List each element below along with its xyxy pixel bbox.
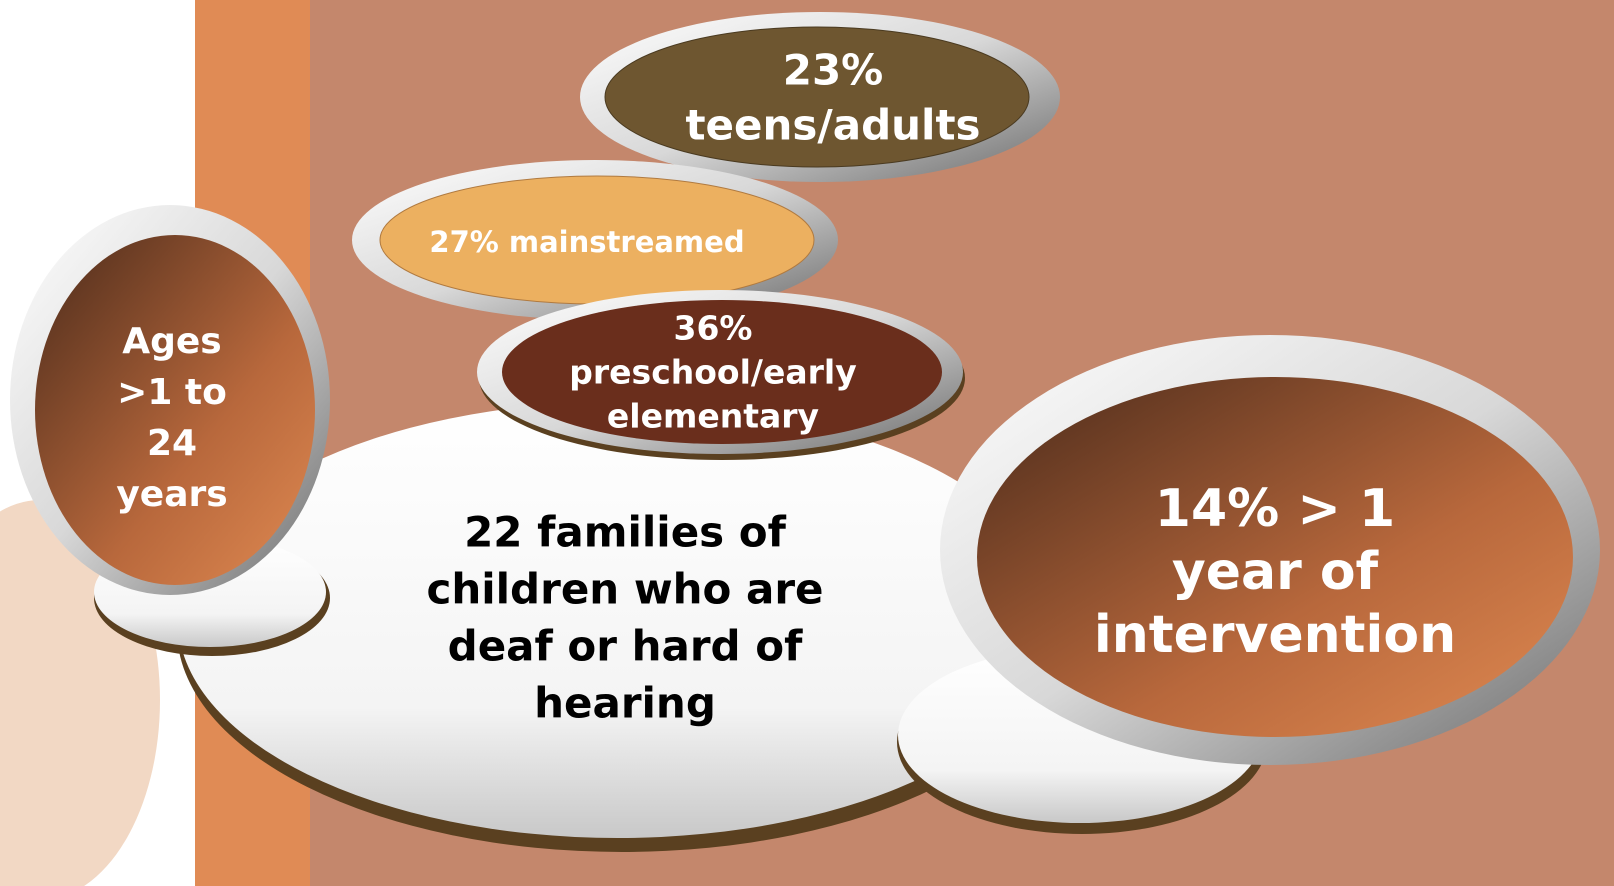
bubble-text: elementary — [607, 397, 819, 436]
bubble-text: >1 to — [117, 372, 227, 413]
bubble-text: 14% > 1 — [1155, 479, 1395, 539]
bubble-text: intervention — [1094, 605, 1456, 665]
bubble-text: year of — [1172, 542, 1380, 602]
bubble-text: 36% — [674, 309, 753, 348]
bubble-text: preschool/early — [569, 353, 856, 392]
page: {"nodes": [ {"lines": ["22 families of",… — [0, 0, 1614, 886]
teens-bubble — [580, 12, 1060, 182]
bubble-text: hearing — [534, 679, 716, 728]
bubble-text: 22 families of — [464, 508, 787, 557]
bubble-text: Ages — [122, 321, 221, 362]
bubble-text: years — [116, 474, 227, 515]
bubble-text: 23% — [783, 46, 884, 95]
bubble-text: deaf or hard of — [448, 622, 803, 671]
bubble-text: 27% mainstreamed — [429, 225, 744, 259]
bubble-text: teens/adults — [685, 101, 980, 150]
bubble-text: 24 — [147, 423, 197, 464]
slide: 22 families of children who are deaf or ha… — [0, 0, 1614, 886]
bubble-text: children who are — [426, 565, 823, 614]
